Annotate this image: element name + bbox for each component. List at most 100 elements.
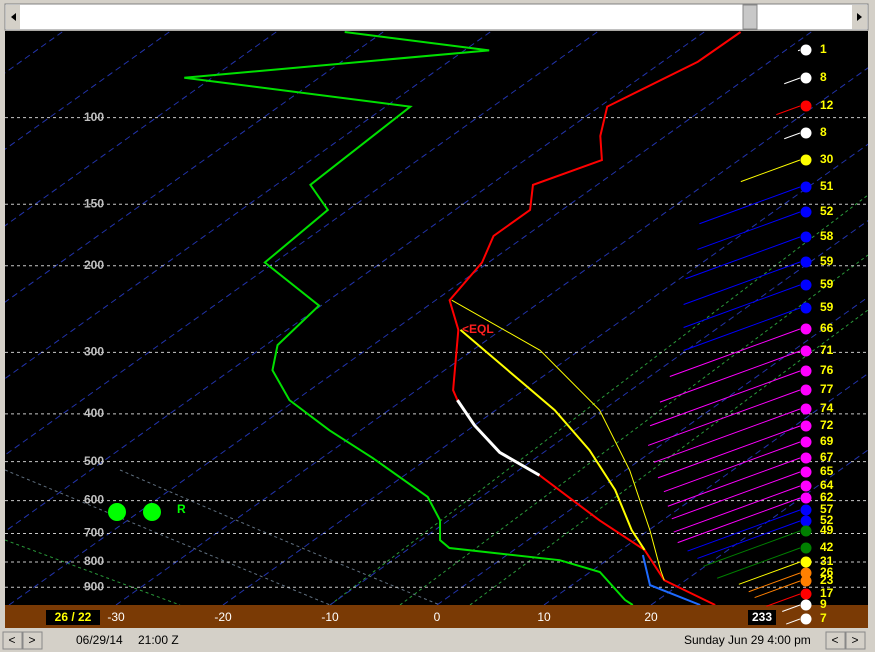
wind-dot xyxy=(800,575,812,587)
wind-speed: 57 xyxy=(820,502,834,516)
wind-barb xyxy=(786,618,801,625)
wind-barb xyxy=(797,49,801,52)
wind-dot xyxy=(800,181,812,193)
wind-dot xyxy=(800,567,812,579)
wind-barb xyxy=(667,457,801,507)
y-tick-label: 500 xyxy=(84,454,104,468)
wind-speed: 67 xyxy=(820,450,834,464)
wind-barb xyxy=(683,261,801,305)
wind-barb xyxy=(669,328,801,377)
wind-dot xyxy=(800,127,812,139)
x-tick-label: 20 xyxy=(644,610,658,624)
wind-speed: 66 xyxy=(820,321,834,335)
wind-dot xyxy=(800,515,812,527)
wind-barb xyxy=(776,105,801,116)
y-tick-label: 150 xyxy=(84,196,104,210)
wind-barb xyxy=(716,547,801,579)
y-tick-label: 800 xyxy=(84,554,104,568)
wind-speed: 26 xyxy=(820,565,834,579)
prev-button[interactable] xyxy=(825,631,846,650)
prev-button[interactable] xyxy=(2,631,23,650)
wind-dot xyxy=(800,403,812,415)
wind-dot xyxy=(800,588,812,600)
wind-dot xyxy=(800,256,812,268)
wind-dot xyxy=(800,556,812,568)
isotherm xyxy=(5,31,705,533)
isotherm xyxy=(115,67,868,605)
wind-dot xyxy=(800,480,812,492)
wind-barb xyxy=(697,211,801,250)
mixing-ratio-lines xyxy=(5,194,868,605)
profile-line xyxy=(184,31,634,605)
profile-line xyxy=(459,329,646,551)
y-tick-label: 700 xyxy=(84,526,104,540)
mixing-ratio-line xyxy=(399,254,868,605)
wind-speed: 69 xyxy=(820,434,834,448)
wind-dot xyxy=(800,436,812,448)
wind-speed: 74 xyxy=(820,401,834,415)
wind-barb xyxy=(663,441,801,493)
x-tick-label: 10 xyxy=(537,610,551,624)
button-label: < xyxy=(8,633,15,647)
wind-dot xyxy=(800,542,812,554)
x-tick-label: -30 xyxy=(107,610,125,624)
wind-barb xyxy=(685,236,801,280)
isotherm xyxy=(8,31,812,605)
isotherm xyxy=(5,31,491,380)
wind-barb xyxy=(653,408,801,463)
wind-dot xyxy=(800,72,812,84)
wind-speed: 9 xyxy=(820,597,827,611)
wind-barb xyxy=(748,572,801,593)
wind-speed: 51 xyxy=(820,179,834,193)
wind-speed: 58 xyxy=(820,229,834,243)
wind-speed: 72 xyxy=(820,418,834,432)
wind-barb xyxy=(754,580,801,599)
y-tick-label: 200 xyxy=(84,258,104,272)
x-tick-label: -20 xyxy=(214,610,232,624)
wind-speed: 52 xyxy=(820,204,834,218)
status-date: 06/29/14 xyxy=(76,633,123,647)
wind-speed: 8 xyxy=(820,125,827,139)
mixing-ratio-line xyxy=(329,194,868,605)
wind-barb xyxy=(738,561,801,585)
wind-barb xyxy=(784,132,801,140)
isotherm xyxy=(5,31,384,303)
wind-barb xyxy=(677,497,801,544)
wind-speed: 59 xyxy=(820,254,834,268)
adiabat xyxy=(119,469,441,605)
wind-barb xyxy=(699,186,801,225)
wind-dot xyxy=(800,466,812,478)
isotherm xyxy=(5,31,277,227)
next-button[interactable] xyxy=(22,631,43,650)
next-button[interactable] xyxy=(845,631,866,650)
wind-speed: 30 xyxy=(820,152,834,166)
mixing-ratio-line xyxy=(469,309,868,605)
wind-barb xyxy=(647,389,801,446)
isotherm xyxy=(436,296,868,605)
wind-barb xyxy=(657,425,801,479)
adiabat xyxy=(5,469,331,605)
wind-dot xyxy=(800,323,812,335)
status-bar xyxy=(0,629,875,652)
wind-speed: 23 xyxy=(820,573,834,587)
wind-speed: 76 xyxy=(820,363,834,377)
scrollbar[interactable] xyxy=(4,3,869,31)
readout: 233 xyxy=(752,610,772,624)
wind-speed: 64 xyxy=(820,478,834,492)
wind-speed: 62 xyxy=(820,490,834,504)
scroll-thumb[interactable] xyxy=(742,4,758,30)
wind-barb xyxy=(703,530,801,567)
wind-dot xyxy=(800,613,812,625)
wind-speed: 49 xyxy=(820,523,834,537)
status-local: Sunday Jun 29 4:00 pm xyxy=(684,633,811,647)
profile-line xyxy=(641,554,701,605)
button-label: > xyxy=(28,633,35,647)
wind-barb xyxy=(671,471,801,520)
x-tick-label: -10 xyxy=(321,610,339,624)
wind-dot xyxy=(800,492,812,504)
wind-speed: 77 xyxy=(820,382,834,396)
axis-bar xyxy=(5,605,868,628)
wind-dot xyxy=(800,420,812,432)
isotherm xyxy=(222,143,868,605)
